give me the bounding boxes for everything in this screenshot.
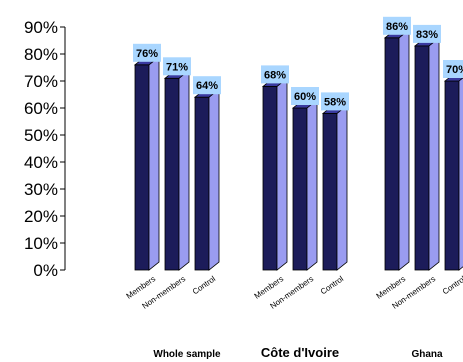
data-label: 68% — [264, 69, 286, 81]
bar-side — [458, 77, 463, 271]
data-label: 83% — [416, 29, 438, 41]
data-label-box — [383, 16, 411, 35]
data-label: 86% — [386, 21, 408, 33]
data-label: 60% — [294, 91, 316, 103]
bar-side — [148, 55, 160, 271]
y-tick-label: 30% — [24, 180, 58, 199]
data-label-box — [443, 60, 463, 78]
bar-side — [306, 99, 318, 271]
bar-front — [134, 64, 150, 271]
group-label: Ghana — [411, 349, 443, 360]
data-label: 71% — [166, 61, 188, 73]
bar-front — [292, 107, 308, 271]
bar-side — [336, 104, 348, 271]
group-label: Whole sample — [153, 349, 221, 360]
y-tick-label: 20% — [24, 207, 58, 226]
bar-side — [178, 69, 190, 271]
data-label: 64% — [196, 80, 218, 92]
bar-side — [208, 88, 220, 271]
y-tick-label: 40% — [24, 153, 58, 172]
data-labels: 76% 71% 64% 68% 60% 58% 86% 83% 70% — [133, 16, 463, 111]
bar-front — [194, 96, 210, 271]
group-labels: Whole sample Côte d'Ivoire Ghana — [153, 345, 443, 360]
bar-front — [262, 86, 278, 271]
bar-front — [444, 80, 460, 271]
y-tick-label: 50% — [24, 126, 58, 145]
data-label: 70% — [446, 64, 463, 76]
group-label: Côte d'Ivoire — [261, 345, 339, 360]
y-tick-label: 90% — [24, 18, 58, 37]
bar-front — [164, 77, 180, 271]
data-label-box — [133, 43, 161, 62]
data-label: 76% — [136, 48, 158, 60]
bar-side — [428, 37, 440, 271]
y-tick-label: 70% — [24, 72, 58, 91]
data-label-box — [321, 92, 349, 111]
y-tick-label: 10% — [24, 234, 58, 253]
y-tick-label: 80% — [24, 45, 58, 64]
category-label: Control — [319, 274, 345, 296]
data-label-box — [163, 57, 191, 76]
bar-front — [384, 37, 400, 271]
bar-side — [398, 28, 410, 271]
data-label-box — [413, 24, 441, 43]
data-label-box — [291, 87, 319, 105]
y-axis: 0% 10% 20% 30% 40% 50% 60% 70% 80% 90% — [24, 18, 66, 280]
category-label: Control — [191, 274, 217, 296]
bar-front — [414, 45, 430, 271]
bar-front — [322, 113, 338, 271]
bars — [133, 28, 463, 271]
y-tick-label: 60% — [24, 99, 58, 118]
category-label: Control — [441, 274, 463, 296]
bar-side — [276, 77, 288, 271]
data-label: 58% — [324, 96, 346, 108]
y-tick-label: 0% — [33, 261, 58, 280]
data-label-box — [261, 65, 289, 84]
data-label-box — [193, 76, 221, 95]
